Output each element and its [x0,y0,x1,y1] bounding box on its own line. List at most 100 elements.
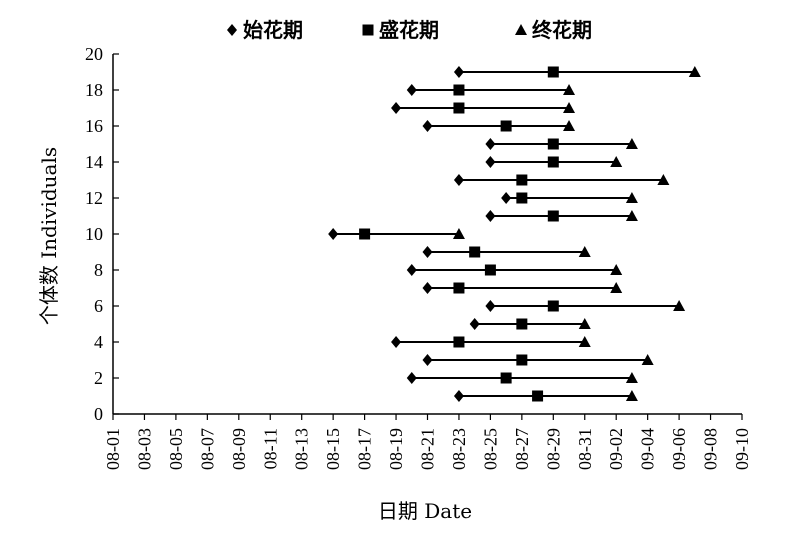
x-tick-label: 08-05 [166,428,186,470]
end-flowering-point [563,120,576,131]
x-tick-label: 08-15 [323,428,343,470]
y-tick-label: 12 [85,188,103,208]
peak-flowering-point [500,120,512,132]
x-tick-label: 09-04 [638,428,658,470]
first-flowering-point [422,246,433,258]
x-tick-label: 08-11 [260,428,280,469]
y-tick-label: 10 [85,224,103,244]
x-tick-label: 08-19 [386,428,406,470]
end-flowering-point [625,210,638,221]
first-flowering-point [485,138,496,150]
first-flowering-point [501,192,512,204]
first-flowering-point [422,120,433,132]
first-flowering-point [422,354,433,366]
end-flowering-point [625,390,638,401]
x-tick-label: 08-29 [543,428,563,470]
y-tick-label: 8 [94,260,103,280]
y-tick-label: 16 [85,116,103,136]
y-tick-label: 14 [85,152,103,172]
peak-flowering-point [547,156,559,168]
end-flowering-point [625,138,638,149]
peak-flowering-point [547,66,559,78]
first-flowering-point [406,84,417,96]
peak-flowering-point [516,318,528,330]
end-flowering-point [610,282,623,293]
first-flowering-point [422,282,433,294]
x-tick-label: 08-07 [197,428,217,470]
x-tick-label: 08-25 [480,428,500,470]
x-tick-label: 08-21 [418,428,438,470]
peak-flowering-point [453,84,465,96]
legend: 始花期 盛花期 终花期 [227,18,592,42]
x-tick-label: 09-08 [701,428,721,470]
end-flowering-point [657,174,670,185]
first-flowering-point [485,156,496,168]
peak-flowering-point [484,264,496,276]
legend-label: 始花期 [243,18,303,42]
end-flowering-point [578,246,591,257]
x-tick-label: 08-13 [292,428,312,470]
first-flowering-point [391,102,402,114]
end-flowering-point [578,336,591,347]
diamond-legend-icon [227,24,237,36]
end-flowering-point [563,102,576,113]
y-tick-label: 4 [94,332,103,352]
x-axis-label: 日期 Date [378,499,472,523]
end-flowering-point [578,318,591,329]
peak-flowering-point [469,246,481,258]
x-tick-label: 09-02 [606,428,626,470]
peak-flowering-point [547,138,559,150]
peak-flowering-point [453,336,465,348]
legend-label: 盛花期 [379,18,439,42]
peak-flowering-point [547,210,559,222]
x-tick-label: 08-01 [103,428,123,470]
first-flowering-point [485,210,496,222]
first-flowering-point [453,390,464,402]
markers [328,66,701,402]
first-flowering-point [485,300,496,312]
y-tick-label: 18 [85,80,103,100]
peak-flowering-point [453,282,465,294]
first-flowering-point [469,318,480,330]
peak-flowering-point [516,192,528,204]
x-tick-label: 09-06 [669,428,689,470]
first-flowering-point [391,336,402,348]
x-tick-label: 08-17 [355,428,375,470]
x-tick-label: 08-31 [575,428,595,470]
peak-flowering-point [516,354,528,366]
peak-flowering-point [500,372,512,384]
x-tick-label: 08-23 [449,428,469,470]
end-flowering-point [625,192,638,203]
y-axis-label: 个体数 Individuals [37,147,61,325]
first-flowering-point [328,228,339,240]
y-tick-label: 20 [85,44,103,64]
end-flowering-point [452,228,465,239]
end-flowering-point [673,300,686,311]
x-tick-label: 09-10 [732,428,752,470]
peak-flowering-point [516,174,528,186]
end-flowering-point [563,84,576,95]
first-flowering-point [406,264,417,276]
square-legend-icon [362,24,374,36]
axes: 0 2 4 6 8 10 12 14 16 18 20 08-01 08-03 08-05 08-07 08-… [85,44,752,470]
end-flowering-point [610,156,623,167]
end-flowering-point [610,264,623,275]
triangle-legend-icon [515,24,527,35]
end-flowering-point [625,372,638,383]
y-tick-label: 2 [94,368,103,388]
x-tick-label: 08-27 [512,428,532,470]
y-tick-label: 6 [94,296,103,316]
first-flowering-point [453,66,464,78]
end-flowering-point [688,66,701,77]
range-lines [333,71,695,397]
x-tick-label: 08-03 [134,428,154,470]
y-tick-label: 0 [94,404,103,424]
end-flowering-point [641,354,654,365]
peak-flowering-point [359,228,371,240]
peak-flowering-point [532,390,544,402]
first-flowering-point [453,174,464,186]
first-flowering-point [406,372,417,384]
peak-flowering-point [547,300,559,312]
legend-label: 终花期 [532,18,592,42]
